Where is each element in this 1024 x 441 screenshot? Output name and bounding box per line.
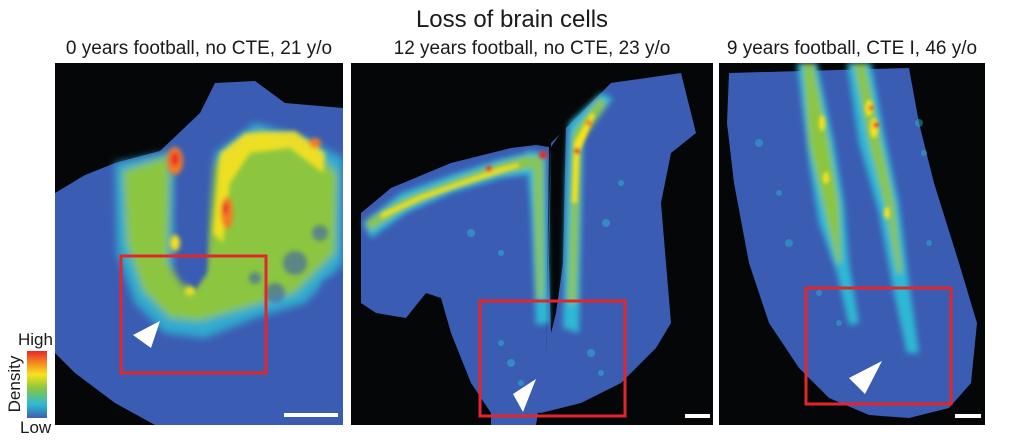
panel-3-title: 9 years football, CTE I, 46 y/o (726, 38, 978, 59)
scale-bar (685, 414, 710, 418)
roi-box (804, 286, 953, 406)
tissue-region (727, 68, 977, 418)
figure-title: Loss of brain cells (415, 6, 609, 33)
legend-colorbar (27, 351, 47, 418)
arrowhead-marker (133, 321, 160, 348)
panel-2-image (351, 73, 710, 425)
panel-1-image (55, 81, 343, 425)
arrowhead-marker (849, 361, 882, 394)
panel-1-heatmap (55, 63, 343, 425)
scale-bar (284, 413, 338, 417)
legend-low-label: Low (20, 418, 52, 437)
panel-3-image (727, 63, 981, 418)
panel-2-heatmap (351, 63, 713, 425)
arrowhead-marker (513, 379, 536, 412)
legend-title: Density (5, 355, 24, 413)
roi-box (478, 299, 627, 418)
panel-1-title: 0 years football, no CTE, 21 y/o (65, 38, 333, 59)
panel-3-heatmap (719, 63, 985, 425)
density-colorbar-legend: High Density Low (0, 330, 56, 441)
panel-2-title: 12 years football, no CTE, 23 y/o (393, 38, 671, 59)
scale-bar (955, 414, 981, 418)
roi-box (119, 254, 268, 375)
legend-high-label: High (18, 330, 53, 349)
